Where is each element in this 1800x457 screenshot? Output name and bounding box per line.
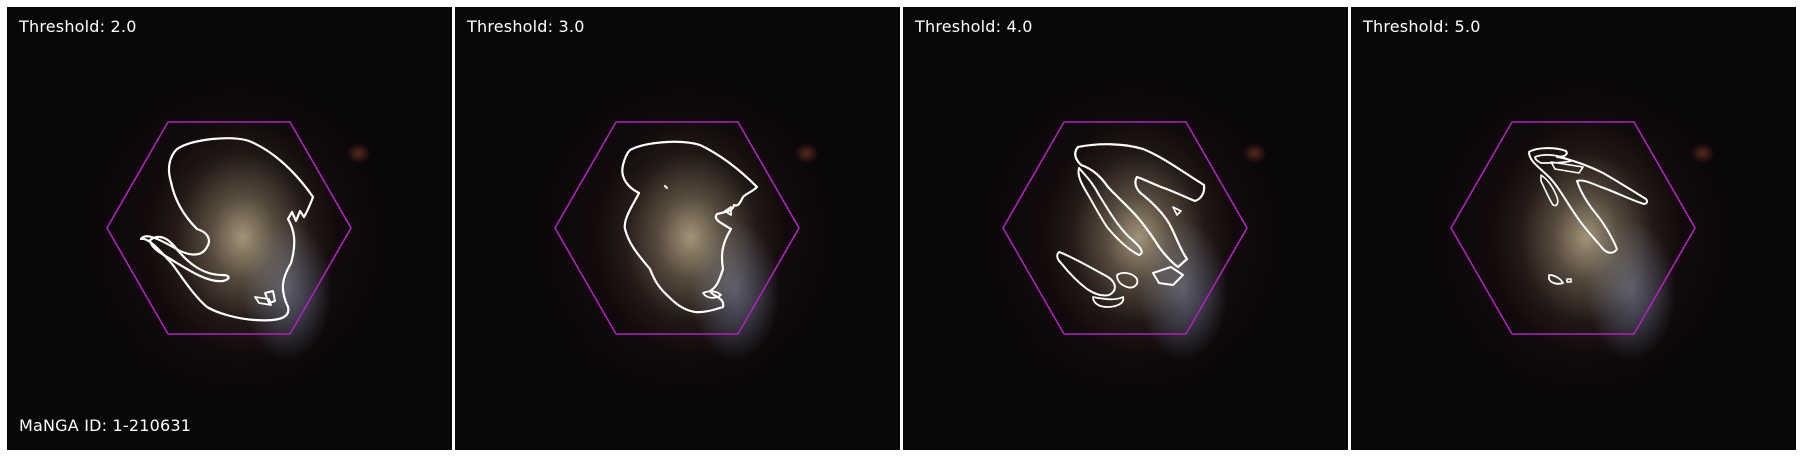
threshold-label: Threshold: 2.0: [19, 17, 137, 36]
galaxy-id-label: MaNGA ID: 1-210631: [19, 416, 192, 435]
overlay-graphics: [1450, 121, 1696, 335]
ifu-hexagon: [554, 121, 800, 335]
contour-fragment: [1548, 274, 1564, 285]
image-panel-threshold-5: Threshold: 5.0: [1351, 7, 1796, 450]
threshold-label: Threshold: 5.0: [1363, 17, 1481, 36]
image-panel-threshold-3: Threshold: 3.0: [455, 7, 900, 450]
ifu-hexagon: [1002, 121, 1248, 335]
contour-fragment: [1566, 278, 1572, 283]
image-panel-threshold-2: Threshold: 2.0 MaNGA ID: 1-210631: [7, 7, 452, 450]
contour-fragment: [1077, 167, 1143, 256]
threshold-label: Threshold: 4.0: [915, 17, 1033, 36]
contour-fragment: [724, 206, 732, 216]
overlay-graphics: [554, 121, 800, 335]
contour-outline: [139, 137, 315, 322]
contour-fragment: [1152, 266, 1184, 286]
contour-fragment: [1550, 161, 1584, 174]
contour-fragment: [148, 235, 230, 283]
threshold-label: Threshold: 3.0: [467, 17, 585, 36]
contour-fragment: [1172, 206, 1182, 216]
contour-fragment: [1056, 251, 1116, 297]
ifu-hexagon: [1450, 121, 1696, 335]
contour-fragment: [1116, 272, 1139, 289]
contour-fragment: [1092, 296, 1125, 308]
image-panel-threshold-4: Threshold: 4.0: [903, 7, 1348, 450]
contour-outline: [1528, 147, 1649, 254]
contour-fragment: [254, 296, 272, 306]
overlay-graphics: [1002, 121, 1248, 335]
contour-fragment: [702, 290, 722, 299]
contour-fragment: [664, 185, 668, 189]
ifu-hexagon: [106, 121, 352, 335]
contour-outline: [1074, 143, 1206, 269]
overlay-graphics: [106, 121, 352, 335]
contour-outline: [621, 140, 759, 314]
contour-fragment: [1540, 174, 1559, 207]
